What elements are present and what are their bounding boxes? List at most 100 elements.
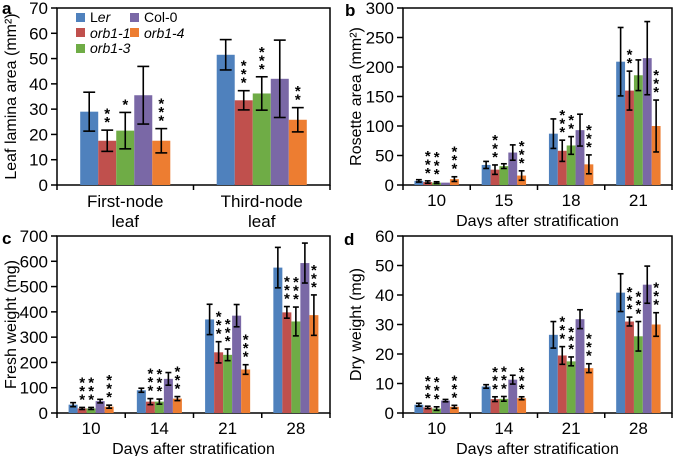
significance-star: * bbox=[284, 291, 290, 308]
bar bbox=[86, 408, 96, 413]
x-category-label: 15 bbox=[494, 191, 513, 210]
bar bbox=[575, 319, 585, 413]
significance-star: * bbox=[79, 383, 85, 400]
y-tick-label: 40 bbox=[375, 286, 394, 305]
panel-letter-b: b bbox=[345, 1, 356, 20]
y-axis-title: Fresh weight (mg) bbox=[3, 260, 20, 389]
bar bbox=[625, 90, 634, 185]
bar bbox=[68, 404, 78, 413]
bar bbox=[566, 361, 576, 413]
significance-star: * bbox=[635, 297, 641, 314]
significance-star: * bbox=[243, 349, 249, 366]
y-tick-label: 10 bbox=[29, 151, 48, 170]
y-tick-label: 400 bbox=[20, 303, 48, 322]
significance-star: * bbox=[293, 274, 299, 291]
panel-b: 0 50 100 150 200 250 300 Rosette area (mm²) 10 15… bbox=[337, 0, 675, 228]
significance-star: * bbox=[156, 366, 162, 383]
significance-star: * bbox=[451, 161, 457, 178]
significance-star: * bbox=[425, 165, 431, 182]
significance-star: * bbox=[653, 297, 659, 314]
significance-star: * bbox=[451, 389, 457, 406]
significance-star: * bbox=[158, 96, 164, 113]
y-tick-label: 60 bbox=[29, 24, 48, 43]
significance-star: * bbox=[243, 332, 249, 349]
y-tick-label: 50 bbox=[29, 50, 48, 69]
y-tick-label: 10 bbox=[375, 375, 394, 394]
significance-star: * bbox=[216, 317, 222, 334]
significance-star: * bbox=[492, 364, 498, 381]
significance-star: * bbox=[492, 140, 498, 157]
significance-star: * bbox=[284, 274, 290, 291]
panel-d: 0 10 20 30 40 50 60 Dry weight (mg) 10 14 21 28 Days… bbox=[337, 228, 675, 456]
significance-star: * bbox=[653, 288, 659, 305]
significance-star: * bbox=[627, 47, 633, 64]
panel-c: 0 100 200 300 400 500 600 700 Fresh weight (mg) 1… bbox=[0, 228, 337, 456]
bar bbox=[508, 152, 518, 185]
significance-star: * bbox=[147, 383, 153, 400]
bar bbox=[288, 119, 307, 185]
y-tick-label: 50 bbox=[375, 147, 394, 166]
y-tick-label: 0 bbox=[39, 176, 48, 195]
y-tick-label: 500 bbox=[20, 278, 48, 297]
significance-star: * bbox=[243, 340, 249, 357]
significance-star: * bbox=[434, 382, 440, 399]
significance-star: * bbox=[79, 374, 85, 391]
y-axis-title: Dry weight (mg) bbox=[348, 268, 365, 381]
significance-star: * bbox=[311, 270, 317, 287]
bar bbox=[152, 140, 171, 185]
significance-star: * bbox=[451, 152, 457, 169]
x-axis-title: Days after stratification bbox=[112, 441, 275, 456]
bar bbox=[423, 407, 433, 413]
x-category-label: 28 bbox=[629, 419, 648, 438]
bar bbox=[616, 292, 626, 413]
significance-star: * bbox=[568, 341, 574, 358]
significance-star: * bbox=[492, 381, 498, 398]
bar bbox=[584, 368, 594, 413]
significance-star: * bbox=[311, 262, 317, 279]
y-tick-label: 300 bbox=[20, 328, 48, 347]
significance-star: * bbox=[434, 391, 440, 408]
significance-star: * bbox=[425, 373, 431, 390]
x-category-label: 10 bbox=[427, 191, 446, 210]
significance-star: * bbox=[147, 374, 153, 391]
significance-star: * bbox=[559, 314, 565, 331]
bar bbox=[414, 180, 424, 185]
significance-star: * bbox=[425, 382, 431, 399]
y-tick-label: 200 bbox=[20, 353, 48, 372]
significance-star: * bbox=[259, 52, 265, 69]
bar bbox=[548, 133, 558, 185]
bar bbox=[508, 379, 518, 413]
significance-star: * bbox=[88, 391, 94, 408]
significance-star: * bbox=[492, 372, 498, 389]
x-category-label: 18 bbox=[562, 191, 581, 210]
y-tick-label: 60 bbox=[375, 228, 394, 246]
x-category-label: 21 bbox=[562, 419, 581, 438]
bar bbox=[273, 267, 283, 413]
significance-star: * bbox=[158, 113, 164, 130]
significance-star: * bbox=[635, 289, 641, 306]
y-tick-label: 100 bbox=[20, 379, 48, 398]
bar bbox=[270, 78, 289, 185]
significance-star: * bbox=[295, 92, 301, 109]
significance-star: * bbox=[451, 372, 457, 389]
bar bbox=[441, 182, 450, 185]
bar bbox=[481, 164, 491, 185]
significance-star: * bbox=[156, 383, 162, 400]
bar bbox=[300, 263, 310, 413]
significance-star: * bbox=[122, 96, 128, 113]
significance-star: * bbox=[293, 283, 299, 300]
y-tick-label: 0 bbox=[39, 404, 48, 423]
bar bbox=[77, 408, 87, 413]
significance-star: * bbox=[225, 316, 231, 333]
y-axis-title: Rosette area (mm²) bbox=[348, 27, 365, 166]
bar bbox=[95, 401, 105, 413]
significance-star: * bbox=[174, 381, 180, 398]
bar bbox=[616, 61, 626, 185]
bar bbox=[80, 111, 99, 185]
bar bbox=[145, 401, 155, 413]
bar bbox=[291, 321, 301, 413]
significance-star: * bbox=[568, 112, 574, 129]
y-tick-label: 30 bbox=[375, 316, 394, 335]
bar bbox=[651, 324, 661, 413]
